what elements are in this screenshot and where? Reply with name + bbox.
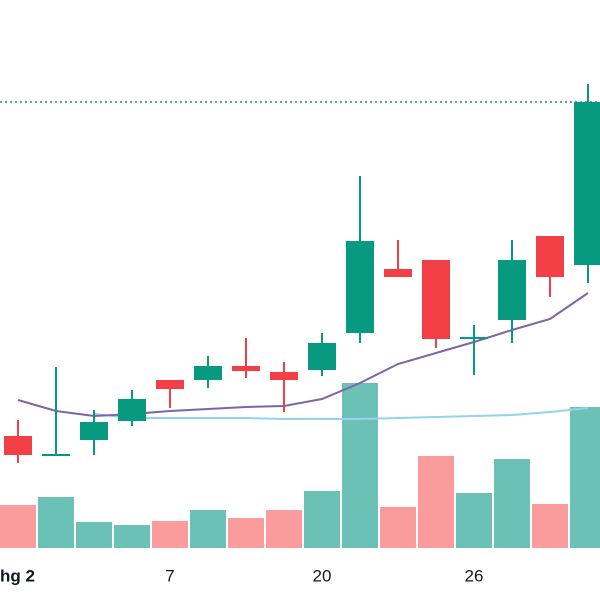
volume-bar xyxy=(266,510,302,548)
volume-bar xyxy=(76,522,112,548)
x-tick-label: 26 xyxy=(465,566,484,585)
volume-bar xyxy=(380,507,416,548)
volume-bar xyxy=(190,510,226,548)
candle-body xyxy=(118,399,146,421)
candle-body xyxy=(232,366,260,371)
candle-body xyxy=(346,241,374,333)
candle-body xyxy=(270,372,298,380)
candle-body xyxy=(574,102,600,265)
x-tick-label: 20 xyxy=(313,566,332,585)
candle-body xyxy=(460,337,488,339)
candle-body xyxy=(4,436,32,455)
volume-bar xyxy=(228,518,264,548)
volume-bar xyxy=(152,521,188,548)
candle-body xyxy=(42,454,70,456)
volume-bar xyxy=(0,505,36,548)
volume-bar xyxy=(494,459,530,548)
candle-body xyxy=(384,269,412,277)
candle-body xyxy=(156,380,184,389)
volume-bar xyxy=(342,383,378,548)
volume-bar xyxy=(38,497,74,548)
moving-average-line xyxy=(17,292,589,418)
candle-body xyxy=(498,260,526,320)
volume-bar xyxy=(532,504,568,548)
candle-body xyxy=(80,422,108,440)
candle-body xyxy=(422,260,450,339)
volume-bar xyxy=(418,456,454,548)
x-tick-label: 7 xyxy=(165,566,174,585)
candle-body xyxy=(536,236,564,277)
x-tick-label: hg 2 xyxy=(0,566,35,585)
volume-bar xyxy=(304,491,340,548)
candle-body xyxy=(194,366,222,380)
indicator-line xyxy=(93,407,589,420)
candle-body xyxy=(308,343,336,370)
volume-bar xyxy=(570,407,600,548)
volume-bar xyxy=(456,493,492,548)
volume-bar xyxy=(114,525,150,548)
